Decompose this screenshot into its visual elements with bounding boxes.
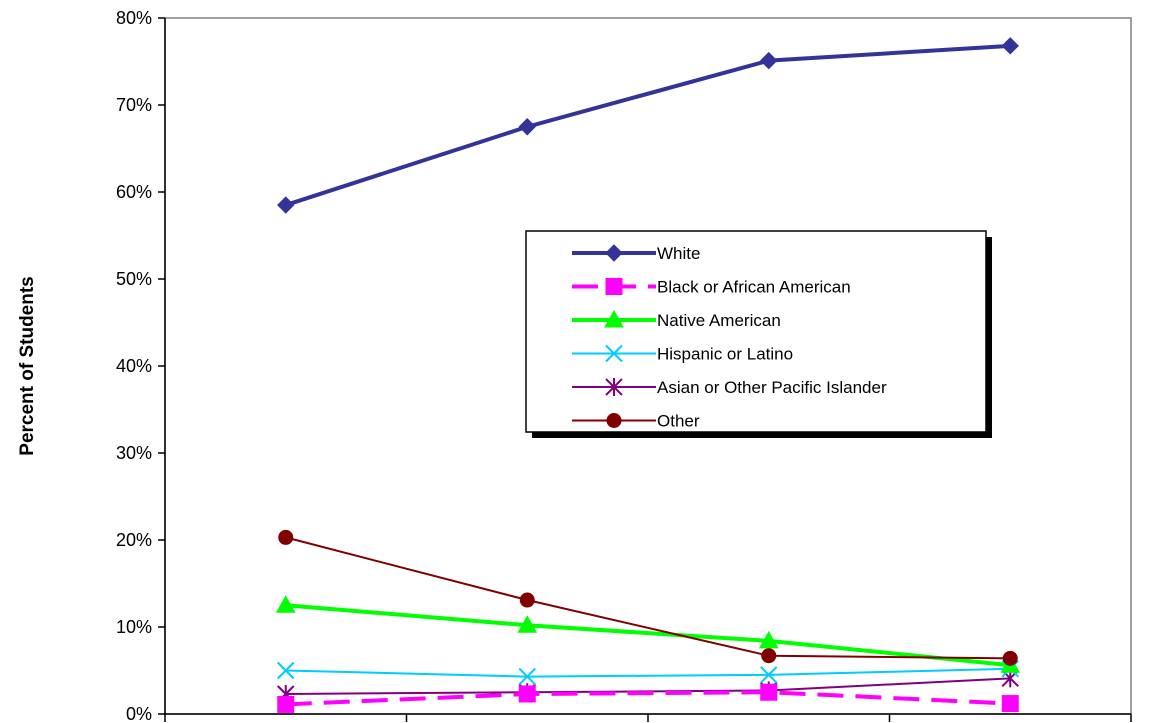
y-tick-label: 80% [116, 8, 152, 28]
legend-marker [605, 378, 623, 396]
legend-entry: Other [572, 412, 700, 431]
data-point [277, 661, 295, 680]
x-axis [164, 713, 1132, 722]
data-point [275, 595, 296, 613]
y-tick-label: 70% [116, 95, 152, 115]
data-point [518, 685, 536, 703]
legend-marker [605, 344, 623, 363]
y-tick-label: 50% [116, 269, 152, 289]
data-point [760, 666, 778, 684]
data-point [1002, 650, 1018, 666]
data-point [517, 615, 538, 633]
legend: White Black or African American Native Ame… [525, 230, 992, 438]
data-point [518, 118, 536, 136]
data-point [519, 592, 535, 608]
series-native-american [275, 595, 1021, 673]
data-point [758, 630, 779, 649]
legend-marker [605, 244, 623, 262]
y-axis: 0% 10% 20% 30% 40% 50% 60% 70% 80% [116, 8, 166, 723]
legend-marker [606, 413, 622, 428]
series-line [285, 690, 1011, 707]
data-point [277, 695, 295, 713]
legend-label: Asian or Other Pacific Islander [657, 378, 887, 397]
legend-label: Black or African American [657, 278, 851, 297]
series-black-or-african-american [277, 683, 1019, 713]
data-point [277, 196, 295, 214]
data-point [760, 683, 778, 701]
series-line [285, 43, 1011, 207]
data-point [278, 529, 294, 545]
series-layer [275, 37, 1021, 713]
data-point [761, 648, 777, 664]
legend-entry: Black or African American [572, 278, 851, 297]
y-tick-label: 30% [116, 443, 152, 463]
y-tick-label: 40% [116, 356, 152, 376]
series-white [277, 37, 1019, 214]
series-line [285, 603, 1011, 668]
legend-label: Hispanic or Latino [657, 345, 793, 364]
legend-entry: Native American [572, 309, 781, 330]
y-tick-label: 60% [116, 182, 152, 202]
series-other [278, 529, 1018, 666]
legend-entry: White [572, 244, 700, 263]
y-tick-label: 20% [116, 530, 152, 550]
legend-label: White [657, 244, 700, 263]
legend-box [525, 230, 987, 433]
y-tick-label: 10% [116, 617, 152, 637]
series-line [285, 667, 1011, 678]
legend-entry: Hispanic or Latino [572, 345, 793, 364]
data-point [760, 51, 778, 70]
series-line [285, 536, 1011, 660]
y-axis-title: Percent of Students [17, 276, 38, 455]
data-point [518, 667, 536, 686]
y-tick-label: 0% [126, 704, 152, 723]
legend-marker [604, 309, 624, 328]
legend-label: Native American [657, 311, 781, 330]
legend-entry: Asian or Other Pacific Islander [572, 378, 887, 397]
data-point [1001, 37, 1019, 55]
legend-label: Other [657, 412, 700, 431]
legend-marker [605, 278, 623, 295]
data-point [1001, 695, 1019, 713]
